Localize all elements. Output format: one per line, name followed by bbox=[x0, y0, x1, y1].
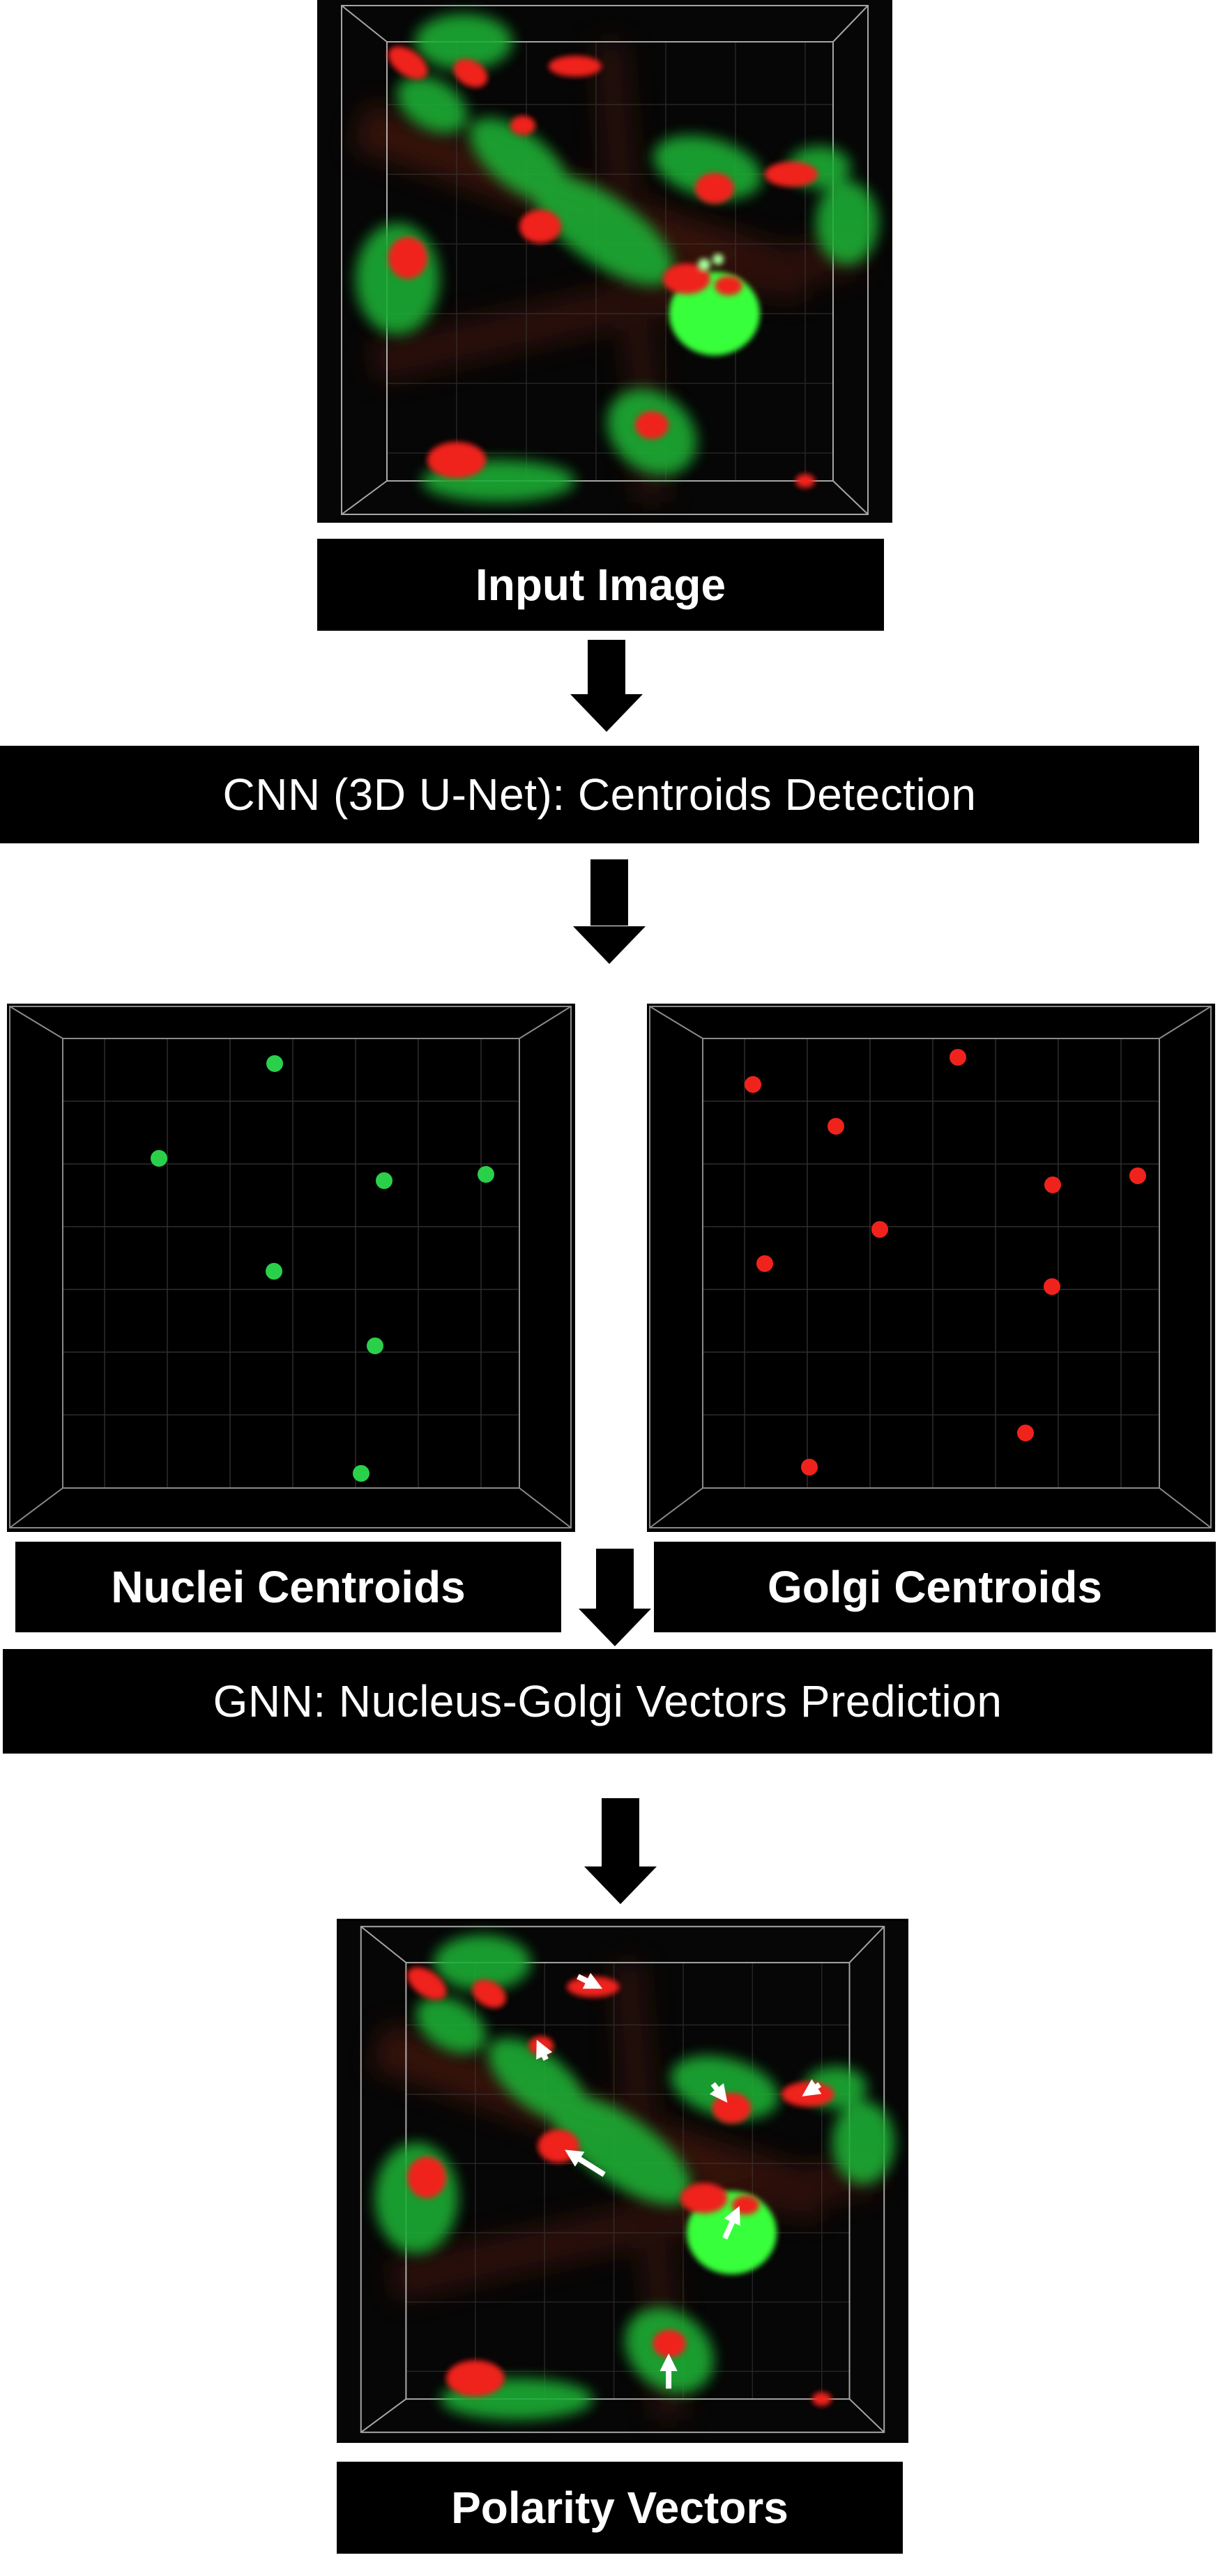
polarity-vectors-panel bbox=[337, 1919, 908, 2443]
golgi-centroids-panel bbox=[647, 1004, 1215, 1532]
golgi-centroid bbox=[801, 1459, 818, 1475]
polarity-arrow bbox=[709, 2082, 728, 2103]
polarity-arrow bbox=[722, 2206, 740, 2240]
input-image-panel bbox=[317, 0, 892, 523]
polarity-arrow bbox=[802, 2079, 822, 2096]
golgi-centroid bbox=[745, 1076, 761, 1093]
golgi-centroid bbox=[950, 1049, 966, 1066]
golgi-centroid bbox=[828, 1118, 844, 1135]
flow-arrow-2 bbox=[573, 859, 646, 964]
polarity-vectors-render bbox=[337, 1921, 908, 2441]
polarity-vectors-label: Polarity Vectors bbox=[337, 2462, 903, 2554]
input-image-render bbox=[317, 0, 892, 523]
golgi-centroid bbox=[1017, 1425, 1034, 1441]
polarity-arrow bbox=[577, 1972, 603, 1989]
nucleus-centroid bbox=[478, 1166, 494, 1183]
nucleus-centroid bbox=[266, 1055, 283, 1072]
nuclei-centroids-plot bbox=[7, 1004, 575, 1532]
cnn-step-label: CNN (3D U-Net): Centroids Detection bbox=[0, 746, 1199, 843]
golgi-centroids-plot bbox=[647, 1004, 1215, 1532]
golgi-centroid bbox=[1044, 1176, 1061, 1193]
nucleus-centroid bbox=[367, 1337, 383, 1354]
golgi-centroid bbox=[1044, 1278, 1060, 1295]
nuclei-centroids-panel bbox=[7, 1004, 575, 1532]
golgi-centroid-points bbox=[745, 1049, 1146, 1475]
gnn-step-label: GNN: Nucleus-Golgi Vectors Prediction bbox=[3, 1649, 1212, 1754]
golgi-centroid bbox=[871, 1221, 888, 1238]
nucleus-centroid bbox=[266, 1263, 282, 1280]
polarity-arrow bbox=[565, 2149, 606, 2177]
nucleus-centroid bbox=[376, 1172, 392, 1189]
golgi-centroid bbox=[1129, 1167, 1146, 1184]
golgi-centroids-label: Golgi Centroids bbox=[654, 1542, 1216, 1632]
polarity-arrow bbox=[536, 2039, 553, 2061]
flow-arrow-3 bbox=[579, 1549, 651, 1646]
nuclei-centroids-label: Nuclei Centroids bbox=[15, 1542, 561, 1632]
input-image-label: Input Image bbox=[317, 539, 884, 631]
flow-arrow-4 bbox=[584, 1798, 657, 1904]
nucleus-centroid bbox=[151, 1150, 167, 1167]
nucleus-centroid bbox=[353, 1465, 369, 1482]
flow-arrow-1 bbox=[570, 640, 643, 732]
polarity-arrows bbox=[536, 1972, 822, 2389]
nucleus-centroid-points bbox=[151, 1055, 494, 1482]
golgi-centroid bbox=[756, 1255, 773, 1272]
